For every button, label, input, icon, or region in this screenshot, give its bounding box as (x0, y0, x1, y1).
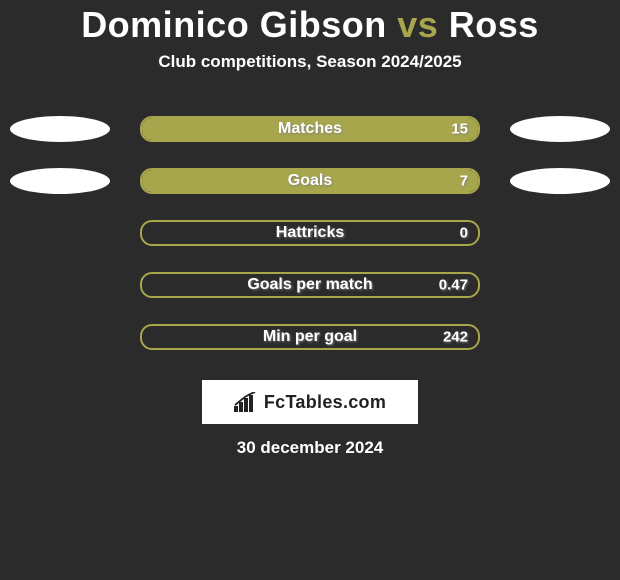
stat-value: 0.47 (439, 277, 468, 294)
stat-label: Goals (288, 172, 332, 190)
subtitle: Club competitions, Season 2024/2025 (0, 52, 620, 72)
stat-value: 15 (451, 121, 468, 138)
stat-label: Hattricks (276, 224, 344, 242)
fctables-logo[interactable]: FcTables.com (202, 380, 418, 424)
stat-value: 242 (443, 329, 468, 346)
player1-name: Dominico Gibson (81, 4, 387, 45)
player-marker-left (10, 116, 110, 142)
stat-bar: Min per goal 242 (140, 324, 480, 350)
stat-label: Matches (278, 120, 342, 138)
stat-row: Goals per match 0.47 (0, 272, 620, 298)
stat-row: Goals 7 (0, 168, 620, 194)
stat-bar: Hattricks 0 (140, 220, 480, 246)
stats-rows: Matches 15 Goals 7 Hattricks 0 Goals per match… (0, 116, 620, 350)
stat-row: Matches 15 (0, 116, 620, 142)
player2-name: Ross (449, 4, 539, 45)
player-marker-right (510, 168, 610, 194)
stat-label: Min per goal (263, 328, 357, 346)
player-marker-left (10, 168, 110, 194)
stat-bar: Matches 15 (140, 116, 480, 142)
bar-chart-icon (234, 392, 260, 412)
logo-text: FcTables.com (264, 392, 386, 413)
stat-bar: Goals 7 (140, 168, 480, 194)
stat-value: 0 (460, 225, 468, 242)
date-text: 30 december 2024 (0, 438, 620, 458)
player-marker-right (510, 116, 610, 142)
comparison-title: Dominico Gibson vs Ross (0, 4, 620, 46)
stat-label: Goals per match (247, 276, 372, 294)
stat-bar: Goals per match 0.47 (140, 272, 480, 298)
vs-text: vs (397, 4, 438, 45)
stat-row: Hattricks 0 (0, 220, 620, 246)
stat-value: 7 (460, 173, 468, 190)
stat-row: Min per goal 242 (0, 324, 620, 350)
